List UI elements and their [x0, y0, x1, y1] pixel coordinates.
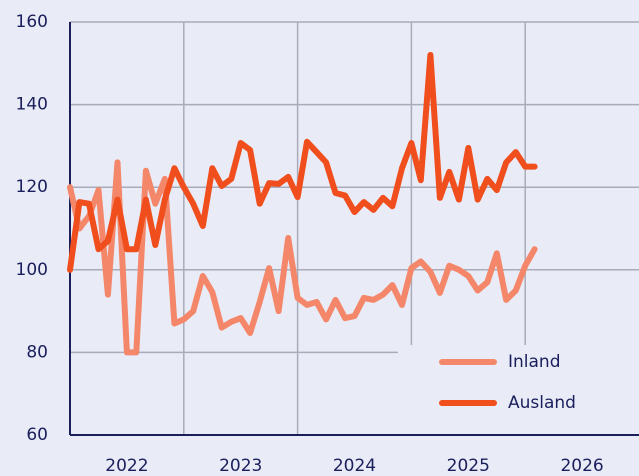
- y-tick-label: 160: [16, 12, 48, 32]
- x-tick-label: 2026: [560, 456, 603, 476]
- x-tick-label: 2025: [447, 456, 490, 476]
- x-tick-label: 2023: [219, 456, 262, 476]
- line-series: [67, 159, 538, 356]
- y-tick-label: 140: [16, 95, 48, 115]
- line-series: [67, 52, 538, 273]
- y-tick-label: 100: [16, 260, 48, 280]
- y-tick-label: 120: [16, 177, 48, 197]
- x-tick-label: 2024: [333, 456, 376, 476]
- y-tick-label: 60: [26, 425, 48, 445]
- legend-box: [398, 345, 639, 434]
- y-tick-label: 80: [26, 342, 48, 362]
- legend-label: Ausland: [508, 393, 576, 413]
- legend-label: Inland: [508, 352, 561, 372]
- x-tick-label: 2022: [105, 456, 148, 476]
